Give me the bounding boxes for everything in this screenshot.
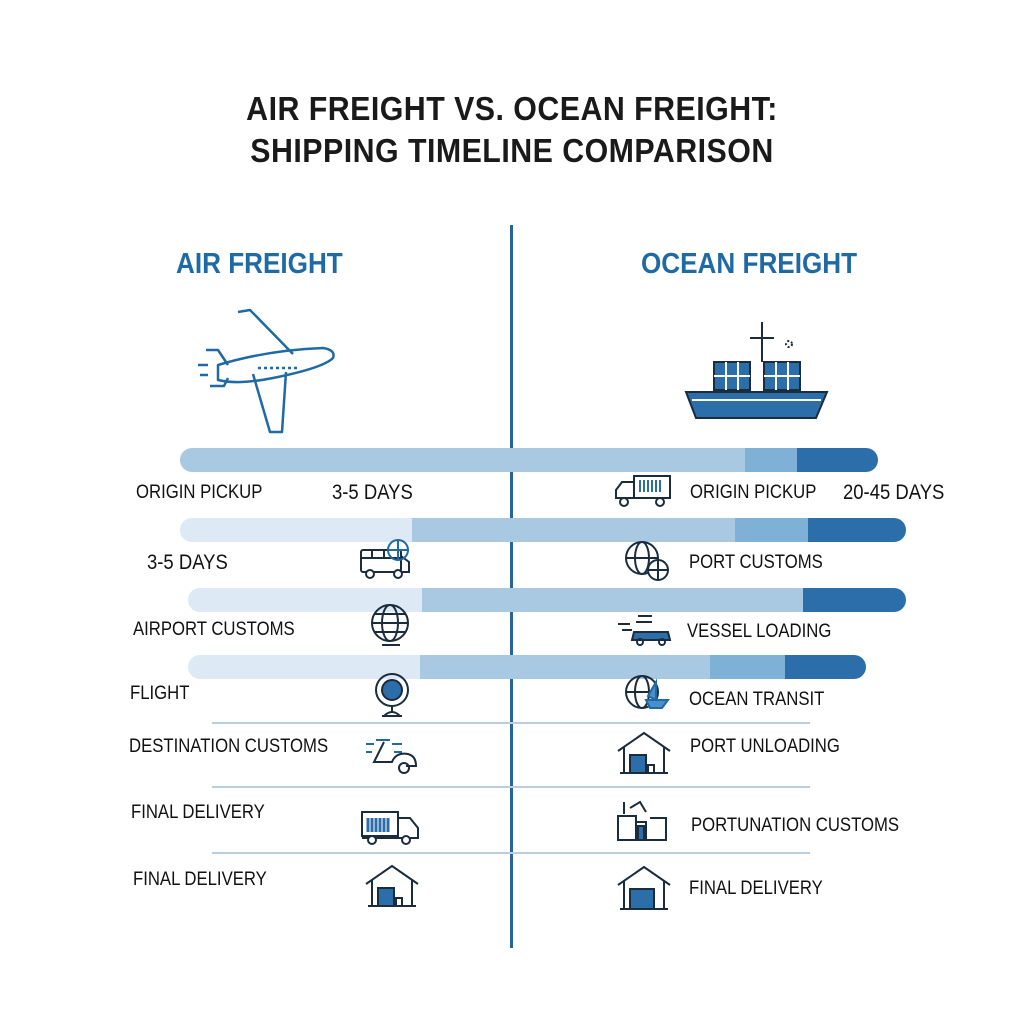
timeline-bar-4	[188, 655, 866, 679]
airplane-icon	[198, 308, 335, 434]
air-step-flight: FLIGHT	[130, 683, 190, 704]
globe-icon	[625, 541, 669, 581]
column-divider	[510, 225, 513, 948]
row-divider	[212, 786, 810, 788]
bus-globe-icon	[360, 539, 410, 579]
warehouse-icon	[617, 865, 671, 910]
ocean-step-vessel-loading: VESSEL LOADING	[687, 621, 832, 642]
ocean-step-ocean-transit: OCEAN TRANSIT	[689, 689, 825, 710]
timeline-bar-2	[180, 518, 906, 542]
air-freight-heading: AIR FREIGHT	[176, 248, 343, 280]
air-step-destination-customs: DESTINATION CUSTOMS	[129, 736, 329, 757]
page-title: AIR FREIGHT VS. OCEAN FREIGHT: SHIPPING …	[41, 88, 983, 172]
cargo-ship-icon	[684, 322, 829, 419]
row-divider	[212, 722, 810, 724]
factory-icon	[617, 800, 667, 841]
ocean-step-origin-pickup: ORIGIN PICKUP	[690, 482, 817, 503]
ocean-duration: 20-45 DAYS	[843, 481, 945, 504]
air-duration-repeat: 3-5 DAYS	[147, 551, 228, 574]
globe-stand-icon	[375, 673, 409, 717]
timeline-bar-3	[188, 588, 906, 612]
air-duration: 3-5 DAYS	[332, 481, 413, 504]
air-step-final-delivery: FINAL DELIVERY	[131, 802, 265, 823]
truck-icon	[361, 811, 419, 845]
vessel-icon	[618, 615, 672, 646]
ocean-step-final-delivery: FINAL DELIVERY	[689, 878, 823, 899]
car-icon	[366, 739, 418, 774]
ocean-step-port-customs: PORT CUSTOMS	[689, 552, 823, 573]
warehouse-icon	[617, 731, 671, 774]
truck-icon	[615, 475, 671, 507]
globe-icon	[371, 604, 409, 646]
timeline-bar-1	[180, 448, 878, 472]
air-step-airport-customs: AIRPORT CUSTOMS	[133, 619, 295, 640]
ocean-step-port-unloading: PORT UNLOADING	[690, 736, 840, 757]
warehouse-icon	[365, 864, 419, 907]
title-line-2: SHIPPING TIMELINE COMPARISON	[250, 132, 774, 169]
globe-ship-icon	[625, 675, 670, 709]
air-step-origin-pickup: ORIGIN PICKUP	[136, 482, 263, 503]
row-divider	[212, 852, 810, 854]
ocean-step-portunation-customs: PORTUNATION CUSTOMS	[691, 815, 900, 836]
ocean-freight-heading: OCEAN FREIGHT	[641, 248, 858, 280]
air-step-final-delivery-2: FINAL DELIVERY	[133, 869, 267, 890]
title-line-1: AIR FREIGHT VS. OCEAN FREIGHT:	[246, 90, 778, 127]
